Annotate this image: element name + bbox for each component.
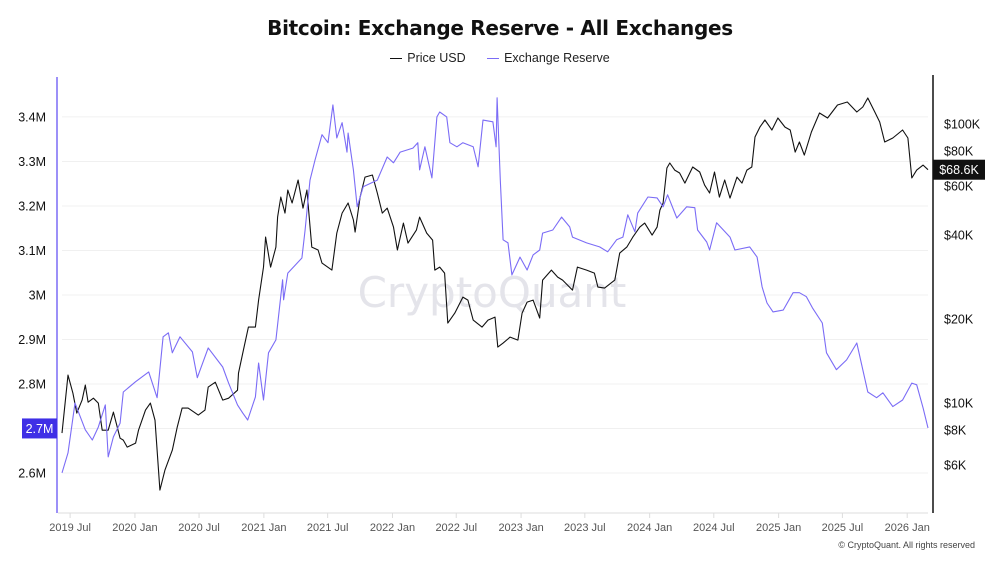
axes bbox=[56, 75, 934, 518]
legend-swatch-reserve bbox=[487, 57, 500, 59]
legend-label-reserve: Exchange Reserve bbox=[504, 51, 610, 66]
tick-labels: 3.4M 3.3M 3.2M 3.1M 3M 2.9M 2.8M 2.6M 2.7M $100K $… bbox=[18, 110, 985, 534]
x-tick-label: 2025 Jan bbox=[756, 522, 801, 534]
reserve-current-badge bbox=[22, 418, 57, 439]
left-tick-label: 3.3M bbox=[18, 155, 46, 169]
x-tick-label: 2022 Jan bbox=[370, 522, 415, 534]
left-tick-label: 3.1M bbox=[18, 244, 46, 258]
legend-item-price[interactable]: Price USD bbox=[390, 51, 466, 66]
watermark-logo: CryptoQuant bbox=[358, 268, 627, 317]
right-tick-label: $6K bbox=[944, 459, 967, 473]
left-tick-label: 3M bbox=[29, 288, 46, 302]
right-tick-label: $20K bbox=[944, 313, 974, 327]
right-tick-label: $40K bbox=[944, 229, 974, 243]
x-tick-label: 2020 Jan bbox=[112, 522, 157, 534]
right-tick-label: $100K bbox=[944, 118, 981, 132]
legend: Price USD Exchange Reserve bbox=[0, 48, 1000, 65]
x-tick-label: 2023 Jul bbox=[564, 522, 606, 534]
right-tick-label: $8K bbox=[944, 424, 967, 438]
right-tick-label: $60K bbox=[944, 179, 974, 193]
legend-label-price: Price USD bbox=[407, 51, 466, 66]
copyright-credit: © CryptoQuant. All rights reserved bbox=[838, 540, 975, 550]
x-tick-label: 2020 Jul bbox=[178, 522, 220, 534]
right-tick-label: $10K bbox=[944, 397, 974, 411]
right-tick-label: $80K bbox=[944, 145, 974, 159]
exchange-reserve-line bbox=[61, 97, 929, 474]
left-tick-label: 2.6M bbox=[18, 466, 46, 480]
reserve-current-label: 2.7M bbox=[26, 422, 54, 436]
legend-swatch-price bbox=[390, 57, 403, 59]
x-tick-label: 2021 Jul bbox=[307, 522, 349, 534]
left-tick-label: 3.2M bbox=[18, 199, 46, 213]
price-current-label: $68.6K bbox=[939, 163, 979, 177]
gridlines bbox=[62, 116, 928, 474]
left-tick-label: 2.9M bbox=[18, 333, 46, 347]
series-lines bbox=[61, 97, 929, 491]
x-tick-label: 2025 Jul bbox=[822, 522, 864, 534]
x-tick-label: 2022 Jul bbox=[435, 522, 477, 534]
left-tick-label: 2.8M bbox=[18, 377, 46, 391]
x-tick-label: 2019 Jul bbox=[49, 522, 91, 534]
price-usd-line bbox=[61, 97, 929, 491]
left-tick-label: 3.4M bbox=[18, 110, 46, 124]
x-tick-label: 2021 Jan bbox=[241, 522, 286, 534]
x-tick-label: 2026 Jan bbox=[885, 522, 930, 534]
x-tick-label: 2023 Jan bbox=[498, 522, 543, 534]
price-current-badge bbox=[933, 159, 985, 180]
x-tick-label: 2024 Jan bbox=[627, 522, 672, 534]
chart-title: Bitcoin: Exchange Reserve - All Exchange… bbox=[267, 16, 733, 40]
x-tick-label: 2024 Jul bbox=[693, 522, 735, 534]
legend-item-reserve[interactable]: Exchange Reserve bbox=[487, 51, 610, 65]
